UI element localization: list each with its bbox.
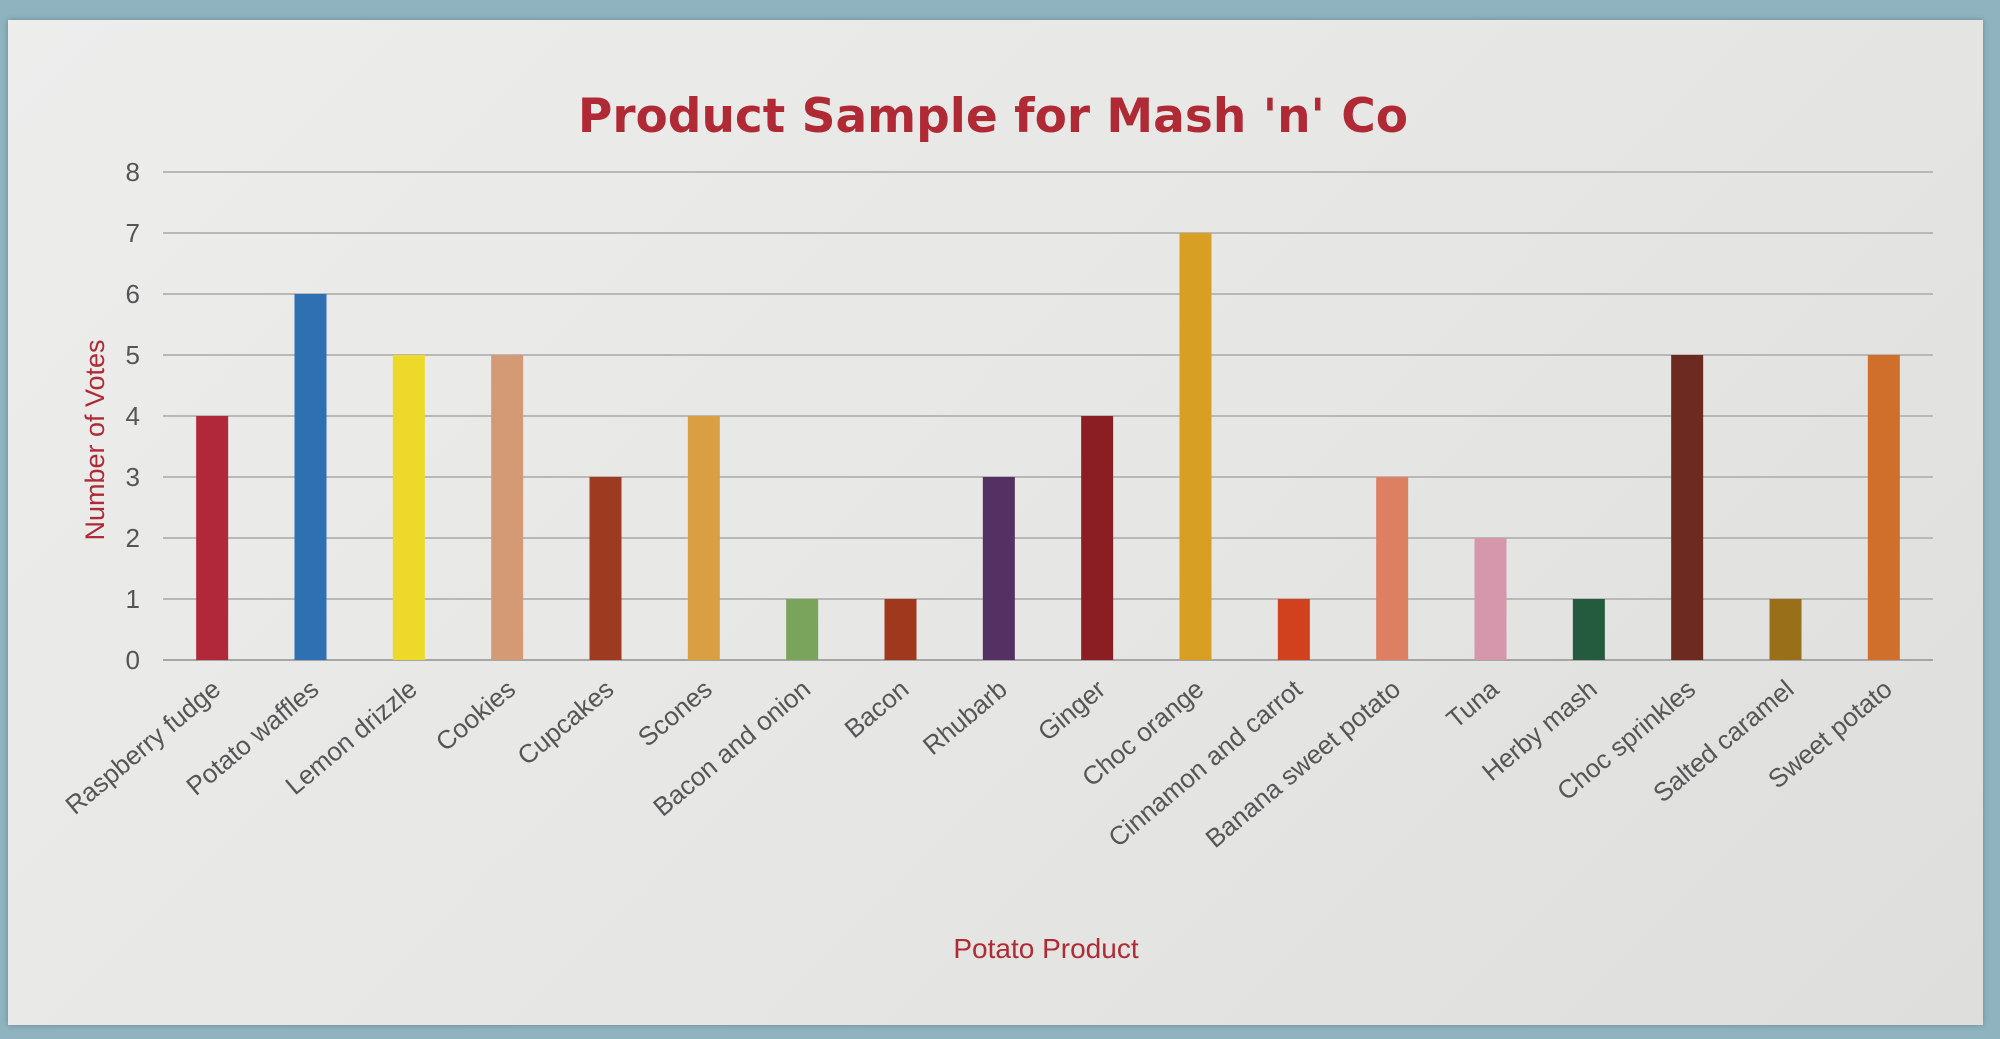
bar-cookies xyxy=(491,355,524,660)
y-tick-label: 5 xyxy=(126,340,140,370)
bar-choc-orange xyxy=(1179,233,1212,660)
bar-bacon xyxy=(884,599,917,660)
y-tick-label: 1 xyxy=(126,584,140,614)
bar-choc-sprinkles xyxy=(1671,355,1704,660)
x-tick-label: Tuna xyxy=(1440,673,1504,734)
x-tick-label: Rhubarb xyxy=(917,674,1013,761)
bar-tuna xyxy=(1474,538,1507,660)
x-tick-label: Cookies xyxy=(430,674,521,757)
bar-potato-waffles xyxy=(294,294,327,660)
bar-ginger xyxy=(1081,416,1114,660)
bar-salted-caramel xyxy=(1769,599,1802,660)
chart-paper: Product Sample for Mash 'n' Co 0 1 2 3 4 5 6 7 8… xyxy=(8,20,1983,1025)
gridlines xyxy=(163,171,1933,661)
bar-rhubarb xyxy=(982,477,1015,660)
y-tick-label: 3 xyxy=(126,462,140,492)
x-tick-label: Ginger xyxy=(1032,673,1111,746)
x-tick-label: Bacon xyxy=(839,674,915,744)
bar-cupcakes xyxy=(589,477,622,660)
bar-herby-mash xyxy=(1572,599,1605,660)
bar-scones xyxy=(687,416,720,660)
y-axis-ticks: 0 1 2 3 4 5 6 7 8 xyxy=(126,157,140,675)
y-axis-label: Number of Votes xyxy=(80,339,110,540)
y-tick-label: 4 xyxy=(126,401,140,431)
bar-cinnamon-and-carrot xyxy=(1277,599,1310,660)
bar-bacon-and-onion xyxy=(786,599,819,660)
x-tick-label: Scones xyxy=(632,674,718,753)
x-axis-label: Potato Product xyxy=(953,933,1138,964)
chart-title: Product Sample for Mash 'n' Co xyxy=(578,89,1408,144)
x-tick-label: Cupcakes xyxy=(511,674,619,771)
y-tick-label: 0 xyxy=(126,645,140,675)
bar-sweet-potato xyxy=(1867,355,1900,660)
bars xyxy=(196,233,1900,660)
y-tick-label: 6 xyxy=(126,279,140,309)
bar-chart: Product Sample for Mash 'n' Co 0 1 2 3 4 5 6 7 8… xyxy=(59,89,1933,964)
bar-lemon-drizzle xyxy=(392,355,425,660)
y-tick-label: 8 xyxy=(126,157,140,187)
bar-banana-sweet-potato xyxy=(1376,477,1409,660)
y-tick-label: 7 xyxy=(126,218,140,248)
bar-raspberry-fudge xyxy=(196,416,229,660)
y-tick-label: 2 xyxy=(126,523,140,553)
